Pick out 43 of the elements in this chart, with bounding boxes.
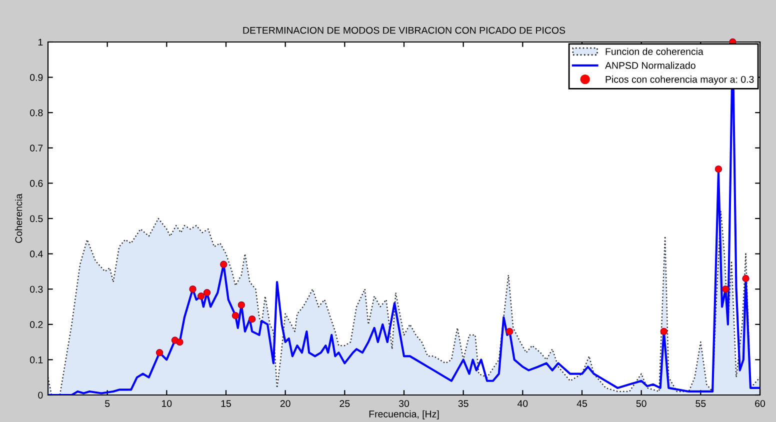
point (189, 285, 196, 293)
x-tick-label: 15 (221, 400, 231, 407)
point (742, 274, 750, 282)
y-tick-label: 0.7 (30, 144, 43, 152)
point (714, 165, 722, 173)
y-axis-title: Coherencia (15, 194, 22, 243)
x-tick-label: 60 (755, 400, 766, 407)
y-tick-label: 0.9 (30, 74, 43, 81)
chart-title: DETERMINACION DE MODOS DE VIBRACION CON PICADO DE PICOS (243, 26, 566, 34)
point (660, 328, 668, 336)
x-tick-label: 30 (398, 400, 410, 407)
point (238, 301, 246, 309)
x-tick-label: 35 (458, 400, 468, 407)
point (156, 349, 164, 356)
point (248, 316, 256, 323)
x-tick-label: 40 (517, 400, 528, 407)
x-tick-label: 25 (340, 400, 350, 407)
legend-label: Funcion de coherencia (606, 48, 704, 55)
x-tick-label: 20 (280, 400, 290, 407)
point (197, 292, 205, 300)
y-tick-label: 0.1 (30, 356, 43, 364)
x-tick-label: 55 (696, 400, 706, 407)
x-tick-label: 50 (636, 400, 646, 407)
y-tick-label: 1 (38, 38, 43, 46)
legend-label: ANPSD Normalizado (605, 62, 696, 69)
y-tick-label: 0.6 (30, 180, 43, 187)
y-tick-label: 0.8 (30, 109, 43, 116)
point (722, 285, 730, 293)
point (232, 312, 240, 320)
x-tick-label: 5 (105, 400, 110, 407)
x-axis-title: Frecuencia, [Hz] (369, 410, 439, 420)
point (176, 338, 184, 346)
y-tick-label: 0.5 (30, 215, 43, 222)
point (506, 328, 514, 336)
point (203, 289, 211, 296)
y-tick-label: 0.2 (30, 321, 43, 328)
point (220, 260, 228, 268)
y-tick-label: 0.4 (30, 250, 43, 258)
legend-label: Picos con coherencia mayor a: 0.3 (606, 76, 754, 85)
x-tick-label: 45 (576, 400, 587, 407)
y-tick-label: 0.3 (30, 286, 43, 293)
y-tick-label: 0 (38, 392, 43, 399)
x-tick-label: 10 (162, 400, 172, 407)
